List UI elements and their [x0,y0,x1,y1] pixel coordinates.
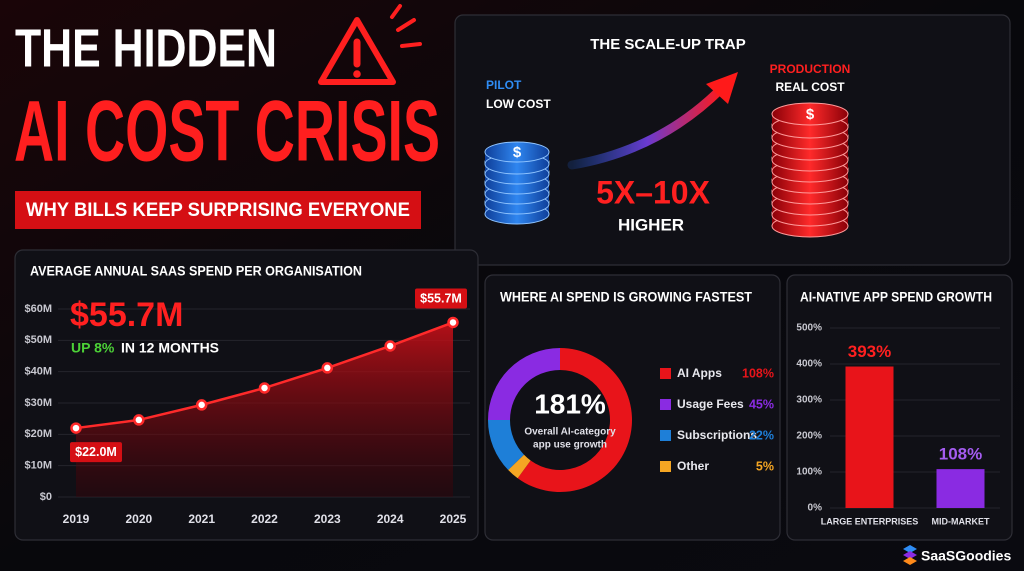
scale-up-panel [454,14,1011,266]
point [258,382,271,394]
coin-symbol: $ [513,144,522,161]
area [76,322,453,497]
legend-value: 22% [749,428,774,442]
legend-value: 45% [749,397,774,411]
multiplier-desc: HIGHER [618,215,684,234]
brand: SaaSGoodies [921,548,1011,564]
center-value: 181% [534,388,606,419]
legend-swatch [660,368,671,379]
point [70,422,82,434]
legend-label: Other [677,459,709,473]
production-coins: $ [771,102,849,238]
headline: $55.7M [70,296,183,334]
point [447,316,459,329]
pilot-desc: LOW COST [486,97,551,111]
x-tick-label: 2022 [251,512,278,526]
subtitle-banner [15,191,421,229]
y-tick-label: $40M [24,366,52,378]
x-tick-label: 2020 [125,512,152,526]
y-tick-label: $60M [24,303,52,315]
multiplier: 5X–10X [596,174,711,210]
legend-label: Usage Fees [677,397,744,411]
coin-symbol: $ [806,106,815,123]
growth-arrow [567,83,727,170]
scale-up-title: THE SCALE-UP TRAP [590,36,746,53]
x-tick-label: 2023 [314,512,341,526]
y-tick-label: 0% [808,503,823,514]
bar [936,469,985,508]
point [321,362,334,374]
y-tick-label: $0 [40,491,52,503]
value-label-box [70,442,122,463]
legend-value: 108% [742,366,774,380]
legend-swatch [660,461,671,472]
pilot-label: PILOT [486,78,522,92]
y-tick-label: $10M [24,460,52,472]
value-label-box [415,288,467,309]
donut-segment [508,454,531,479]
production-desc: REAL COST [775,80,845,94]
donut-segment [488,348,560,420]
value-label: 108% [939,445,982,464]
chart-title: AI-NATIVE APP SPEND GROWTH [800,290,992,305]
y-tick-label: $30M [24,397,52,409]
y-tick-label: $50M [24,334,52,346]
x-tick-label: LARGE ENTERPRISES [821,516,919,526]
legend-swatch [660,399,671,410]
bar [845,366,894,508]
center-label: app use growth [533,440,607,451]
arrow-head [706,72,738,104]
legend-swatch [660,430,671,441]
point [195,399,208,411]
x-tick-label: 2019 [63,512,90,526]
y-tick-label: 200% [796,431,822,442]
chart-title: WHERE AI SPEND IS GROWING FASTEST [500,290,753,305]
title-line-2: AI COST CRISIS [14,84,440,180]
y-tick-label: $20M [24,428,52,440]
brand-logo [903,545,917,565]
value-label: 393% [848,342,891,361]
coin-face [484,141,550,163]
y-tick-label: 100% [796,467,822,478]
chart-title: AVERAGE ANNUAL SAAS SPEND PER ORGANISATI… [30,264,362,279]
point [133,414,145,426]
x-tick-label: MID-MARKET [932,516,990,526]
charts: AVERAGE ANNUAL SAAS SPEND PER ORGANISATI… [24,264,1000,526]
x-tick-label: 2024 [377,512,404,526]
value-label: $55.7M [420,291,462,305]
change: UP 8% [71,340,115,356]
y-tick-label: 400% [796,359,822,370]
title-line-1: THE HIDDEN [15,18,277,78]
legend-label: Subscriptions [677,428,757,442]
pilot-coins: $ [484,141,550,225]
subtitle: WHY BILLS KEEP SURPRISING EVERYONE [26,200,410,221]
y-tick-label: 300% [796,395,822,406]
donut-segment [488,420,525,471]
legend-label: AI Apps [677,366,722,380]
donut-segment [517,348,632,492]
change-period: IN 12 MONTHS [121,340,219,356]
value-label: $22.0M [75,445,117,459]
center-label: Overall AI-category [524,427,616,438]
point [384,340,396,352]
production-label: PRODUCTION [770,62,851,76]
coin-face [771,102,849,126]
x-tick-label: 2021 [188,512,215,526]
legend-value: 5% [756,459,774,473]
y-tick-label: 500% [796,323,822,334]
warning-icon [318,4,422,85]
x-tick-label: 2025 [440,512,467,526]
